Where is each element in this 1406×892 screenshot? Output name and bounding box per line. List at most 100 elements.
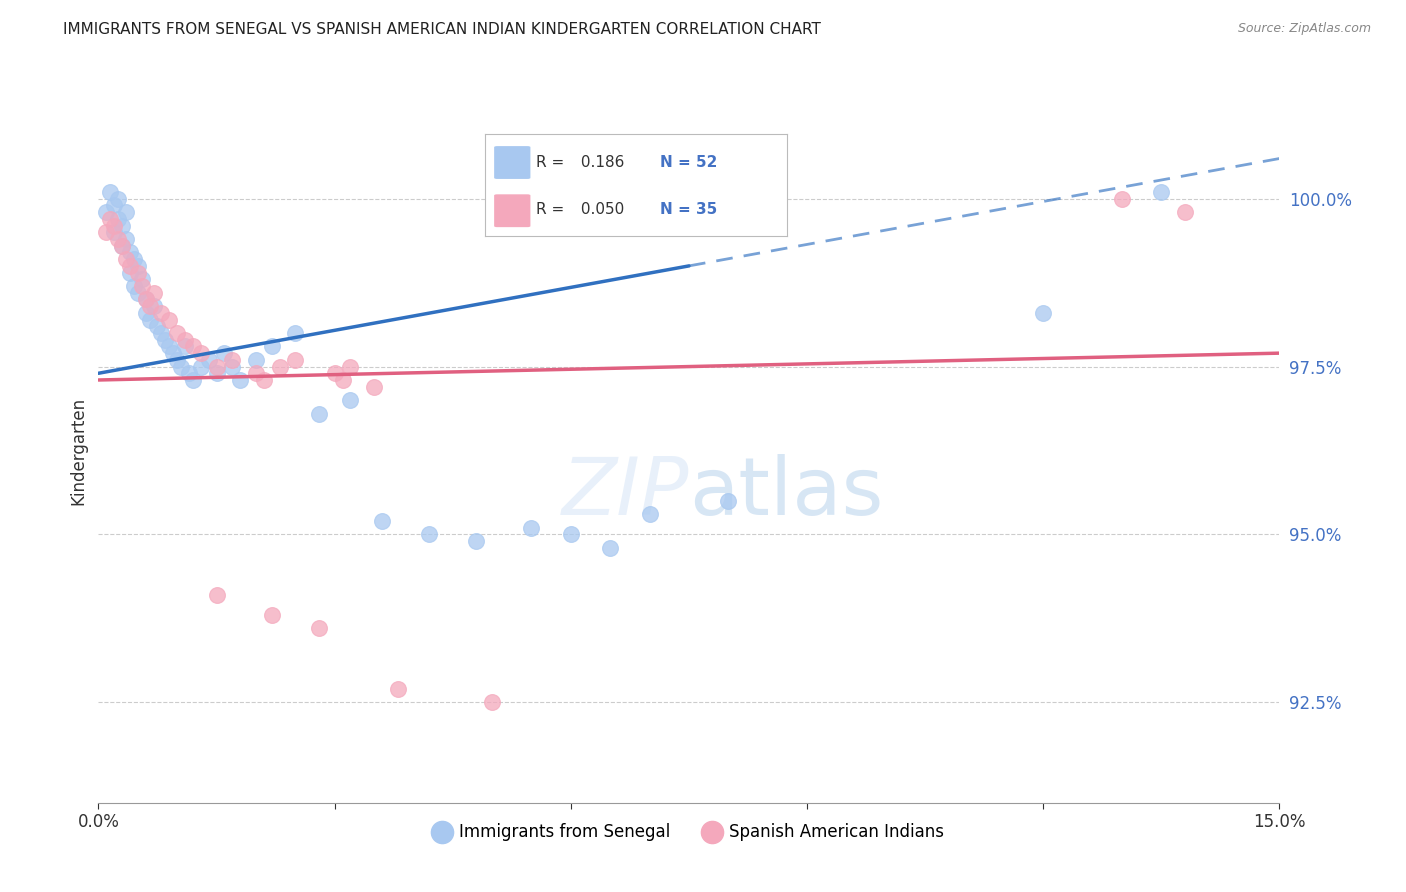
Point [103, 198, 125, 212]
Point [98, 211, 121, 226]
Point [245, 366, 267, 380]
Point [166, 352, 188, 367]
Point [190, 359, 212, 374]
Point [177, 366, 200, 380]
Text: N = 52: N = 52 [661, 154, 718, 169]
Point [1150, 185, 1173, 199]
Point [118, 266, 141, 280]
Point [127, 259, 149, 273]
Point [174, 339, 197, 353]
Point [127, 285, 149, 300]
Point [98, 185, 121, 199]
Point [96, 225, 118, 239]
Point [103, 219, 125, 233]
Point [260, 339, 283, 353]
Point [465, 534, 488, 549]
Point [107, 232, 129, 246]
Text: 0.186: 0.186 [576, 154, 624, 169]
Point [520, 521, 543, 535]
Point [118, 245, 141, 260]
Point [1174, 205, 1197, 219]
Point [190, 346, 212, 360]
Point [138, 312, 160, 326]
Text: N = 35: N = 35 [661, 202, 717, 217]
Point [205, 359, 228, 374]
Point [157, 312, 180, 326]
Text: 0.050: 0.050 [576, 202, 624, 217]
Point [174, 333, 197, 347]
Point [150, 306, 173, 320]
Point [221, 352, 243, 367]
Point [260, 607, 283, 622]
Point [166, 326, 188, 340]
Point [284, 326, 307, 340]
Text: atlas: atlas [689, 454, 883, 532]
Point [111, 219, 134, 233]
Point [115, 232, 138, 246]
Point [229, 373, 252, 387]
Point [181, 339, 204, 353]
Point [1032, 306, 1054, 320]
Point [323, 366, 346, 380]
Point [205, 366, 228, 380]
Point [332, 373, 354, 387]
Y-axis label: Kindergarten: Kindergarten [69, 396, 87, 505]
Point [122, 279, 145, 293]
Point [363, 380, 385, 394]
Point [118, 259, 141, 273]
Point [135, 293, 157, 307]
FancyBboxPatch shape [494, 146, 530, 179]
Point [157, 339, 180, 353]
Point [481, 695, 503, 709]
Point [717, 493, 740, 508]
Point [284, 352, 307, 367]
Point [269, 359, 291, 374]
Point [155, 333, 177, 347]
Point [142, 299, 165, 313]
Point [599, 541, 621, 555]
Point [131, 272, 153, 286]
Point [245, 352, 267, 367]
Legend: Immigrants from Senegal, Spanish American Indians: Immigrants from Senegal, Spanish America… [427, 816, 950, 847]
Point [107, 211, 129, 226]
Text: IMMIGRANTS FROM SENEGAL VS SPANISH AMERICAN INDIAN KINDERGARTEN CORRELATION CHAR: IMMIGRANTS FROM SENEGAL VS SPANISH AMERI… [63, 22, 821, 37]
Point [150, 326, 173, 340]
Point [122, 252, 145, 267]
Point [96, 205, 118, 219]
Point [418, 527, 440, 541]
Point [221, 359, 243, 374]
Text: Source: ZipAtlas.com: Source: ZipAtlas.com [1237, 22, 1371, 36]
Point [638, 507, 661, 521]
Text: R =: R = [537, 202, 569, 217]
Point [111, 239, 134, 253]
Point [146, 319, 169, 334]
Point [131, 279, 153, 293]
Point [205, 588, 228, 602]
Point [107, 192, 129, 206]
Point [308, 407, 330, 421]
FancyBboxPatch shape [494, 194, 530, 227]
Point [111, 239, 134, 253]
Point [1111, 192, 1133, 206]
Point [162, 346, 184, 360]
Point [170, 359, 193, 374]
Point [135, 293, 157, 307]
Point [115, 205, 138, 219]
Point [103, 225, 125, 239]
Point [339, 393, 361, 408]
Point [142, 285, 165, 300]
Point [138, 299, 160, 313]
Point [253, 373, 276, 387]
Text: ZIP: ZIP [561, 454, 689, 532]
Point [115, 252, 138, 267]
Point [308, 621, 330, 635]
Point [127, 266, 149, 280]
Point [197, 352, 219, 367]
Point [214, 346, 236, 360]
Point [339, 359, 361, 374]
Point [560, 527, 582, 541]
Point [135, 306, 157, 320]
Text: R =: R = [537, 154, 569, 169]
Point [181, 373, 204, 387]
Point [371, 514, 394, 528]
